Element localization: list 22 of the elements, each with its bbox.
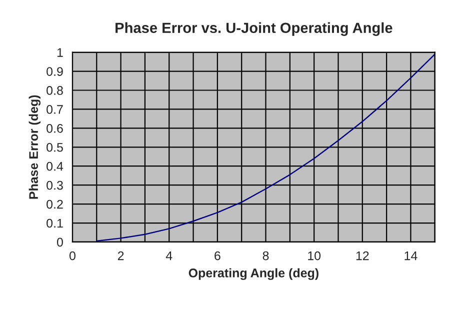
y-tick-label: 0.1 xyxy=(46,218,63,228)
y-tick-label: 0.5 xyxy=(46,142,63,152)
x-tick-label: 4 xyxy=(166,251,172,260)
y-tick-label: 0.3 xyxy=(46,180,63,190)
x-tick-label: 0 xyxy=(69,251,76,260)
x-tick-label: 6 xyxy=(214,251,220,260)
y-tick-label: 0.6 xyxy=(46,124,63,133)
x-tick-label: 2 xyxy=(118,251,124,260)
x-tick-label: 10 xyxy=(308,251,321,260)
x-tick-label: 8 xyxy=(262,251,269,260)
chart-title: Phase Error vs. U-Joint Operating Angle xyxy=(116,22,392,36)
y-tick-label: 0.4 xyxy=(46,162,64,171)
y-tick-label: 0.9 xyxy=(46,67,63,76)
y-tick-label: 0.7 xyxy=(46,105,63,114)
x-tick-label: 14 xyxy=(404,251,418,260)
x-tick-label: 12 xyxy=(356,251,369,260)
y-tick-label: 0 xyxy=(56,238,63,247)
y-tick-label: 0.2 xyxy=(46,200,63,209)
y-axis-title: Phase Error (deg) xyxy=(28,95,41,199)
y-tick-label: 1 xyxy=(57,48,63,57)
y-tick-label: 0.8 xyxy=(46,86,63,95)
x-axis-title: Operating Angle (deg) xyxy=(188,268,318,280)
